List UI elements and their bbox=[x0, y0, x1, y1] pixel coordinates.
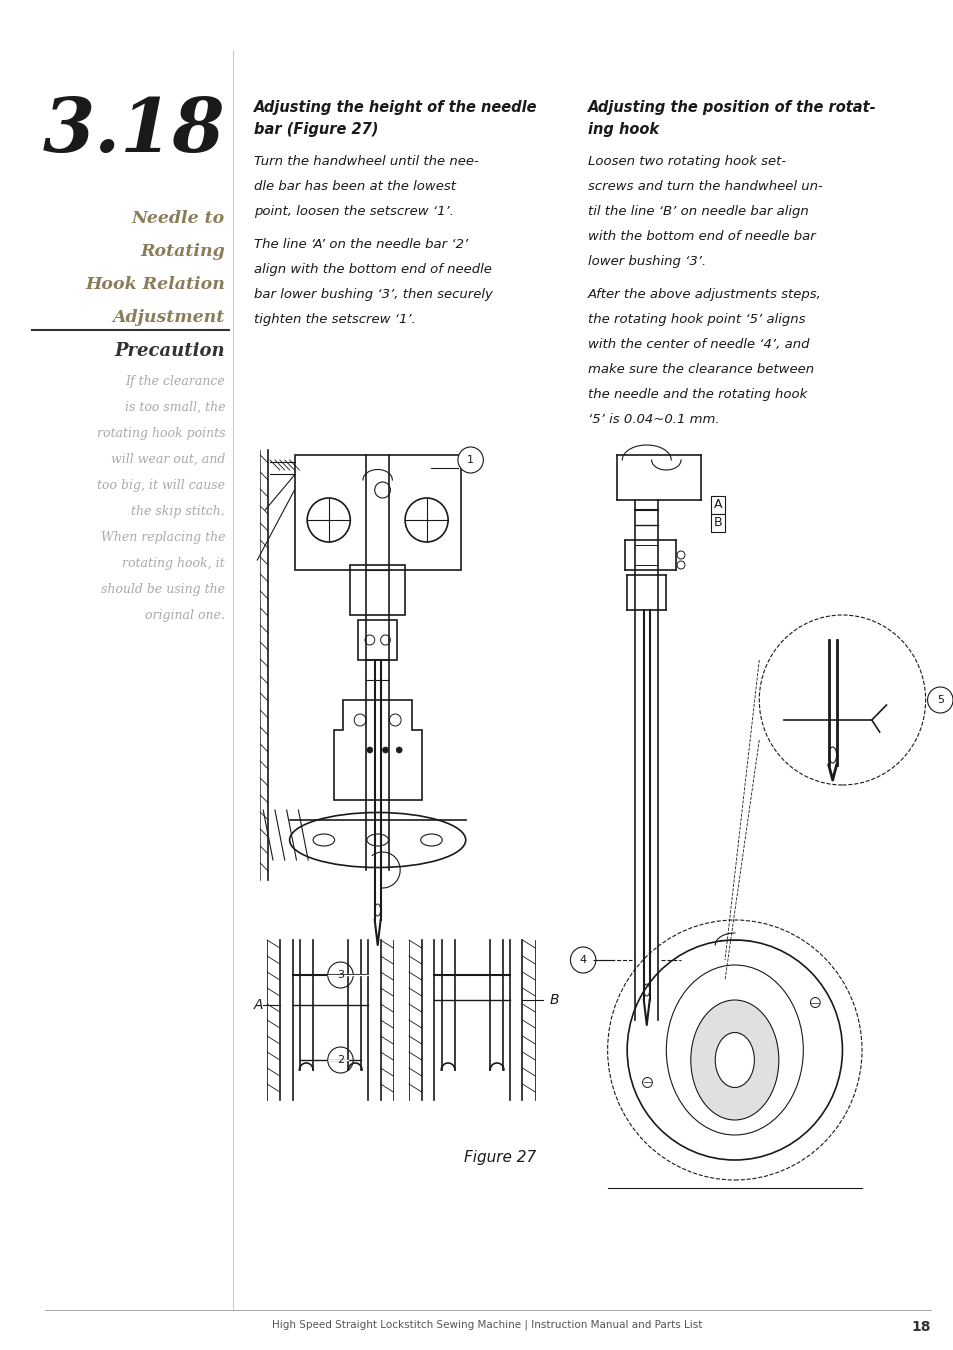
Text: should be using the: should be using the bbox=[101, 583, 225, 595]
Circle shape bbox=[328, 1048, 353, 1073]
Text: 3: 3 bbox=[336, 971, 344, 980]
Text: Hook Relation: Hook Relation bbox=[85, 275, 225, 293]
Text: When replacing the: When replacing the bbox=[100, 531, 225, 544]
Circle shape bbox=[328, 963, 353, 988]
Text: Precaution: Precaution bbox=[114, 342, 225, 360]
Text: 1: 1 bbox=[467, 455, 474, 464]
Text: too big, it will cause: too big, it will cause bbox=[97, 479, 225, 491]
Text: B: B bbox=[713, 517, 721, 529]
Circle shape bbox=[367, 747, 373, 753]
Circle shape bbox=[926, 687, 952, 713]
Circle shape bbox=[457, 447, 483, 472]
Text: Adjusting the height of the needle: Adjusting the height of the needle bbox=[254, 100, 537, 115]
Text: is too small, the: is too small, the bbox=[125, 401, 225, 414]
Ellipse shape bbox=[715, 1033, 754, 1088]
Text: High Speed Straight Lockstitch Sewing Machine | Instruction Manual and Parts Lis: High Speed Straight Lockstitch Sewing Ma… bbox=[272, 1320, 701, 1331]
Text: A: A bbox=[253, 998, 263, 1012]
Text: with the bottom end of needle bar: with the bottom end of needle bar bbox=[587, 230, 815, 243]
Text: til the line ‘B’ on needle bar align: til the line ‘B’ on needle bar align bbox=[587, 205, 808, 217]
Text: the needle and the rotating hook: the needle and the rotating hook bbox=[587, 387, 806, 401]
Text: rotating hook, it: rotating hook, it bbox=[122, 558, 225, 570]
Text: screws and turn the handwheel un-: screws and turn the handwheel un- bbox=[587, 180, 821, 193]
Text: Adjustment: Adjustment bbox=[112, 309, 225, 325]
Text: the skip stitch.: the skip stitch. bbox=[132, 505, 225, 518]
Text: make sure the clearance between: make sure the clearance between bbox=[587, 363, 813, 377]
Text: 18: 18 bbox=[910, 1320, 929, 1334]
Circle shape bbox=[395, 747, 402, 753]
Circle shape bbox=[382, 747, 388, 753]
Text: ing hook: ing hook bbox=[587, 122, 659, 136]
Text: with the center of needle ‘4’, and: with the center of needle ‘4’, and bbox=[587, 338, 809, 351]
Text: 4: 4 bbox=[579, 954, 586, 965]
Text: The line ‘A’ on the needle bar ‘2’: The line ‘A’ on the needle bar ‘2’ bbox=[254, 238, 468, 251]
Text: point, loosen the setscrew ‘1’.: point, loosen the setscrew ‘1’. bbox=[254, 205, 454, 217]
Text: After the above adjustments steps,: After the above adjustments steps, bbox=[587, 288, 821, 301]
Text: Needle to: Needle to bbox=[132, 211, 225, 227]
Text: bar lower bushing ‘3’, then securely: bar lower bushing ‘3’, then securely bbox=[254, 288, 493, 301]
Text: 5: 5 bbox=[936, 695, 943, 705]
Text: 2: 2 bbox=[336, 1054, 344, 1065]
Text: dle bar has been at the lowest: dle bar has been at the lowest bbox=[254, 180, 456, 193]
Text: will wear out, and: will wear out, and bbox=[111, 454, 225, 466]
Text: Loosen two rotating hook set-: Loosen two rotating hook set- bbox=[587, 155, 785, 167]
Text: ‘5’ is 0.04~0.1 mm.: ‘5’ is 0.04~0.1 mm. bbox=[587, 413, 719, 427]
Text: rotating hook points: rotating hook points bbox=[96, 427, 225, 440]
Text: B: B bbox=[550, 994, 559, 1007]
Text: Rotating: Rotating bbox=[140, 243, 225, 261]
Ellipse shape bbox=[690, 1000, 778, 1120]
Text: If the clearance: If the clearance bbox=[125, 375, 225, 387]
Text: align with the bottom end of needle: align with the bottom end of needle bbox=[254, 263, 492, 275]
Text: A: A bbox=[713, 498, 721, 512]
Text: Adjusting the position of the rotat-: Adjusting the position of the rotat- bbox=[587, 100, 876, 115]
Text: original one.: original one. bbox=[145, 609, 225, 622]
Text: Turn the handwheel until the nee-: Turn the handwheel until the nee- bbox=[254, 155, 478, 167]
Text: bar (Figure 27): bar (Figure 27) bbox=[254, 122, 378, 136]
Text: tighten the setscrew ‘1’.: tighten the setscrew ‘1’. bbox=[254, 313, 416, 325]
Text: the rotating hook point ‘5’ aligns: the rotating hook point ‘5’ aligns bbox=[587, 313, 804, 325]
Text: Figure 27: Figure 27 bbox=[463, 1150, 536, 1165]
Circle shape bbox=[570, 946, 596, 973]
Text: lower bushing ‘3’.: lower bushing ‘3’. bbox=[587, 255, 705, 269]
Text: 3.18: 3.18 bbox=[43, 95, 225, 167]
